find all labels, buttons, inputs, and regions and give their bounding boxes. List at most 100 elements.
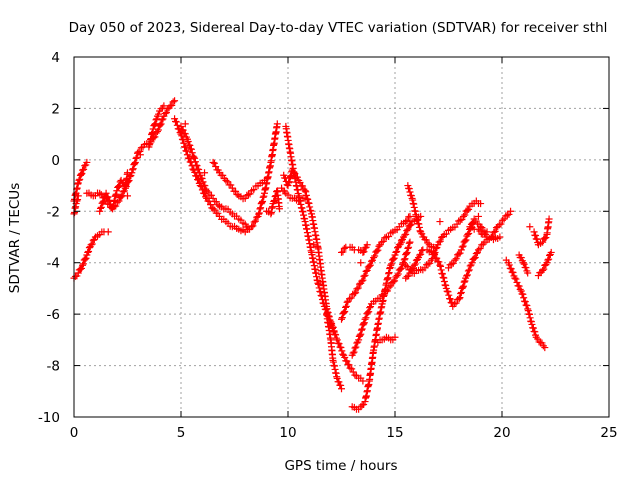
- data-point-fill: [526, 310, 534, 318]
- data-point-fill: [219, 171, 227, 179]
- data-point: [260, 176, 268, 184]
- data-point-fill: [423, 261, 431, 269]
- data-point: [468, 259, 476, 267]
- data-point: [359, 248, 367, 256]
- data-point-fill: [402, 250, 410, 258]
- data-point-fill: [199, 178, 207, 186]
- data-point: [74, 192, 82, 200]
- data-point-fill: [119, 188, 127, 196]
- data-point: [314, 279, 322, 287]
- data-point-fill: [366, 261, 374, 269]
- data-point: [541, 344, 549, 352]
- data-point-fill: [88, 240, 96, 248]
- data-point-fill: [128, 166, 136, 174]
- data-point-fill: [332, 334, 340, 342]
- data-point-fill: [409, 264, 417, 272]
- data-point: [421, 264, 429, 272]
- data-point-fill: [435, 258, 443, 266]
- data-point-fill: [151, 121, 159, 129]
- data-point-fill: [117, 193, 125, 201]
- data-point-fill: [411, 260, 419, 268]
- data-point-fill: [444, 288, 452, 296]
- data-point-fill: [152, 116, 160, 124]
- data-point-fill: [184, 138, 192, 146]
- data-point-fill: [394, 270, 402, 278]
- data-point: [209, 205, 217, 213]
- data-point-fill: [531, 328, 539, 336]
- data-point-fill: [470, 254, 478, 262]
- data-point-fill: [76, 265, 84, 273]
- data-point: [222, 176, 230, 184]
- data-point-fill: [76, 175, 84, 183]
- data-point-fill: [158, 116, 166, 124]
- data-point-fill: [137, 144, 145, 152]
- data-point-fill: [188, 149, 196, 157]
- data-point-fill: [373, 247, 381, 255]
- data-point-fill: [204, 188, 212, 196]
- data-point-fill: [340, 244, 348, 252]
- data-point: [96, 189, 104, 197]
- data-point: [346, 364, 354, 372]
- data-point-fill: [541, 234, 549, 242]
- data-point-fill: [440, 274, 448, 282]
- data-point-fill: [505, 210, 513, 218]
- data-point-fill: [435, 238, 443, 246]
- data-point-fill: [392, 248, 400, 256]
- grid: [74, 57, 609, 417]
- data-point: [393, 272, 401, 280]
- data-point-fill: [456, 249, 464, 257]
- x-tick-label: 25: [600, 425, 617, 441]
- data-point: [245, 225, 253, 233]
- data-point-fill: [403, 216, 411, 224]
- data-point-fill: [362, 314, 370, 322]
- data-point-fill: [181, 143, 189, 151]
- data-point-fill: [491, 227, 499, 235]
- data-point-fill: [455, 217, 463, 225]
- data-point: [265, 207, 273, 215]
- data-point: [124, 169, 131, 177]
- data-point-fill: [114, 183, 122, 191]
- data-point-fill: [202, 193, 210, 201]
- data-point: [391, 333, 399, 341]
- data-point: [104, 228, 112, 236]
- data-point-fill: [415, 223, 423, 231]
- data-point-fill: [214, 209, 222, 217]
- data-point: [160, 102, 168, 110]
- data-point: [464, 230, 472, 238]
- data-point-fill: [246, 190, 254, 198]
- data-point-fill: [461, 211, 469, 219]
- data-point-fill: [397, 264, 405, 272]
- data-point: [483, 228, 491, 236]
- data-point: [201, 169, 209, 177]
- data-point: [301, 187, 309, 195]
- data-point: [79, 261, 87, 269]
- data-point-fill: [398, 260, 406, 268]
- data-point-fill: [259, 197, 267, 205]
- data-point-fill: [408, 265, 416, 273]
- data-point: [412, 212, 420, 220]
- data-point-fill: [356, 331, 364, 339]
- data-point-fill: [426, 259, 434, 267]
- data-point-fill: [540, 265, 548, 273]
- data-point: [402, 261, 410, 269]
- data-point-fill: [257, 204, 265, 212]
- data-point-fill: [476, 245, 484, 253]
- data-point: [333, 374, 341, 382]
- data-point-fill: [414, 216, 422, 224]
- data-point-fill: [403, 227, 411, 235]
- data-point-fill: [388, 260, 396, 268]
- data-point-fill: [415, 220, 423, 228]
- data-point-fill: [270, 197, 278, 205]
- data-point-fill: [243, 191, 251, 199]
- data-point: [539, 266, 547, 274]
- data-point-fill: [151, 120, 159, 128]
- data-point-fill: [251, 217, 259, 225]
- data-point-fill: [462, 236, 470, 244]
- data-point-fill: [191, 154, 199, 162]
- data-point-fill: [365, 308, 373, 316]
- data-point-fill: [337, 381, 345, 389]
- data-point-fill: [337, 343, 345, 351]
- data-point-fill: [495, 221, 503, 229]
- data-point: [177, 122, 185, 130]
- data-point: [406, 212, 414, 220]
